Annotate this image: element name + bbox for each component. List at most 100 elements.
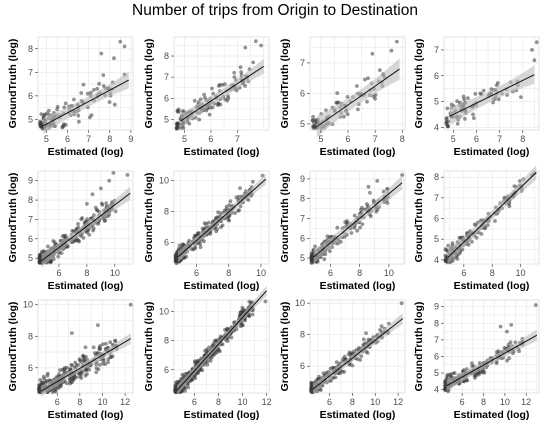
data-point — [72, 97, 76, 102]
regression-line — [449, 74, 535, 117]
x-axis-title: Estimated (log) — [48, 409, 124, 421]
y-axis-title: GroundTruth (log) — [413, 173, 425, 263]
data-point — [385, 201, 390, 205]
y-tick-label: 8 — [28, 331, 33, 341]
data-point — [328, 249, 332, 254]
data-point — [365, 99, 369, 104]
x-axis-title: Estimated (log) — [454, 409, 530, 421]
x-tick-label: 8 — [226, 268, 231, 278]
data-point — [470, 361, 474, 366]
data-point — [113, 339, 118, 343]
data-point — [238, 65, 243, 70]
x-tick-label: 8 — [357, 268, 362, 278]
x-axis-title: Estimated (log) — [320, 409, 396, 421]
data-point — [481, 88, 486, 93]
x-tick-label: 6 — [345, 134, 350, 144]
x-tick-label: 12 — [521, 397, 531, 407]
data-point — [98, 347, 103, 351]
data-point — [106, 360, 110, 365]
x-axis-title: Estimated (log) — [320, 280, 396, 292]
y-tick-label: 8 — [164, 206, 169, 216]
data-point — [50, 390, 55, 394]
data-point — [84, 368, 89, 373]
data-point — [461, 94, 466, 99]
x-tick-label: 5 — [44, 134, 49, 144]
data-point — [352, 213, 357, 218]
x-tick-label: 10 — [384, 268, 394, 278]
data-point — [64, 381, 69, 386]
panel-5: 6 8 10 5 6 7 8 9 Estimated (log) GroundTruth (log… — [7, 170, 134, 292]
x-tick-label: 10 — [110, 268, 120, 278]
x-tick-label: 10 — [516, 268, 526, 278]
y-tick-label: 4 — [434, 122, 439, 132]
data-point — [193, 376, 198, 381]
regression-line — [176, 290, 267, 391]
data-point — [87, 232, 92, 237]
data-point — [122, 44, 127, 49]
regression-line — [177, 178, 267, 258]
data-point — [478, 370, 483, 374]
y-tick-label: 7 — [434, 45, 439, 55]
data-point — [71, 376, 76, 381]
x-tick-label: 8 — [77, 397, 82, 407]
data-point — [240, 305, 245, 310]
y-axis-title: GroundTruth (log) — [413, 39, 425, 129]
data-point — [108, 340, 113, 345]
x-tick-label: 6 — [194, 268, 199, 278]
data-point — [202, 92, 207, 97]
x-tick-label: 7 — [86, 134, 91, 144]
data-point — [236, 208, 241, 213]
data-point — [313, 244, 317, 249]
data-point — [455, 121, 460, 126]
panel-8: 6 8 10 4 5 6 7 8 Estimated (log) GroundTruth (log… — [413, 165, 540, 292]
y-axis-title: GroundTruth (log) — [279, 39, 291, 129]
data-point — [93, 205, 98, 210]
data-point — [220, 223, 225, 228]
y-tick-label: 7 — [300, 58, 305, 68]
data-point — [173, 388, 178, 392]
y-tick-label: 5 — [164, 114, 169, 124]
x-tick-label: 10 — [238, 397, 248, 407]
x-tick-label: 10 — [97, 397, 107, 407]
data-point — [96, 323, 100, 328]
x-axis-title: Estimated (log) — [48, 280, 124, 292]
data-point — [219, 211, 224, 216]
y-axis-title: GroundTruth (log) — [279, 173, 291, 263]
panel-3: 5 6 7 8 5 6 7 Estimated (log) GroundTruth (log) — [279, 36, 406, 158]
data-point — [107, 100, 112, 104]
panel-7: 6 8 10 5 6 7 8 9 Estimated (log) GroundTruth (log… — [279, 170, 406, 292]
data-point — [100, 342, 105, 347]
data-point — [361, 337, 366, 342]
data-point — [195, 359, 200, 364]
data-point — [106, 357, 111, 361]
data-point — [355, 228, 360, 233]
data-point — [181, 243, 186, 247]
data-point — [55, 107, 59, 112]
y-tick-label: 6 — [434, 351, 439, 361]
data-point — [193, 246, 197, 251]
x-tick-label: 8 — [490, 268, 495, 278]
data-point — [533, 303, 538, 307]
y-tick-label: 6 — [164, 365, 169, 375]
data-point — [216, 101, 221, 106]
data-point — [79, 217, 84, 222]
data-point — [311, 114, 315, 119]
y-tick-label: 6 — [300, 88, 305, 98]
data-point — [375, 179, 380, 183]
data-point — [358, 225, 362, 230]
data-point — [40, 380, 45, 385]
panel-11: 6 8 10 12 6 8 10 Estimated (log) GroundTruth (lo… — [279, 298, 406, 421]
data-point — [449, 102, 454, 107]
x-tick-label: 7 — [373, 134, 378, 144]
x-tick-label: 5 — [451, 134, 456, 144]
data-point — [208, 358, 213, 363]
regression-line — [43, 79, 130, 127]
data-point — [512, 184, 517, 189]
data-point — [228, 199, 233, 204]
data-point — [532, 58, 537, 63]
data-point — [80, 370, 85, 374]
data-point — [243, 45, 248, 50]
y-tick-label: 7 — [28, 67, 33, 77]
data-point — [216, 210, 221, 215]
y-tick-label: 7 — [300, 213, 305, 223]
